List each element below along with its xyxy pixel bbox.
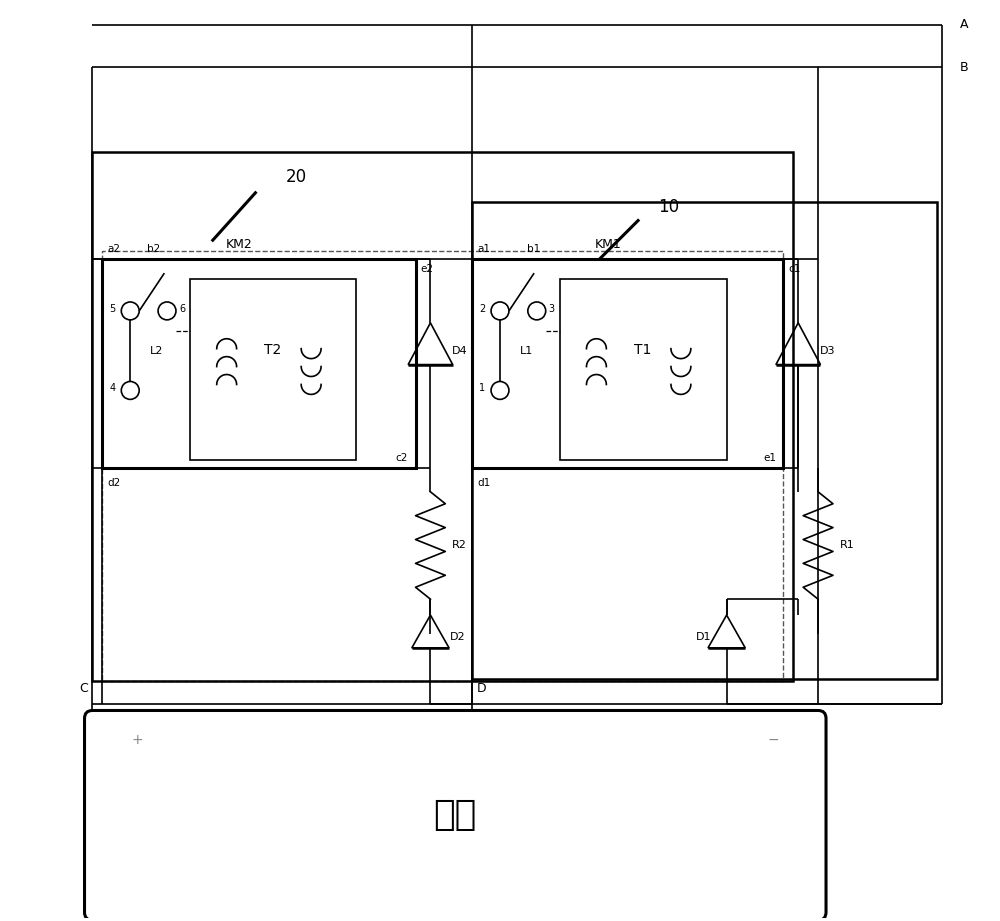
Text: a2: a2	[107, 244, 120, 254]
Text: d2: d2	[107, 478, 121, 488]
Text: +: +	[131, 733, 143, 747]
Text: R2: R2	[452, 541, 467, 551]
Text: 负载: 负载	[434, 799, 477, 833]
Text: c2: c2	[396, 453, 408, 463]
Text: T1: T1	[634, 343, 652, 356]
Text: C: C	[79, 682, 88, 695]
Bar	[92, 152, 793, 681]
Text: 10: 10	[658, 197, 680, 216]
Text: R1: R1	[840, 541, 855, 551]
Text: L1: L1	[520, 345, 533, 356]
Text: 20: 20	[286, 168, 307, 186]
Text: D3: D3	[820, 345, 836, 356]
FancyBboxPatch shape	[85, 710, 826, 920]
Text: e1: e1	[763, 453, 776, 463]
Text: 2: 2	[479, 304, 485, 314]
Text: d1: d1	[477, 478, 490, 488]
Text: b1: b1	[527, 244, 540, 254]
Text: KM2: KM2	[226, 238, 252, 251]
Text: 1: 1	[479, 383, 485, 393]
Text: 4: 4	[109, 383, 115, 393]
Text: D2: D2	[450, 632, 466, 642]
Text: D: D	[477, 682, 487, 695]
Bar	[560, 279, 727, 460]
Text: KM1: KM1	[594, 238, 621, 251]
Bar	[472, 202, 937, 679]
Text: A: A	[960, 18, 969, 31]
Bar	[102, 259, 416, 468]
Text: B: B	[960, 61, 969, 74]
Text: e2: e2	[420, 264, 433, 274]
Text: −: −	[768, 733, 779, 747]
Text: 6: 6	[179, 304, 185, 314]
Text: a1: a1	[477, 244, 490, 254]
Text: D4: D4	[452, 345, 468, 356]
Bar	[472, 259, 783, 468]
Text: 5: 5	[109, 304, 115, 314]
Text: L2: L2	[150, 345, 163, 356]
Text: c1: c1	[788, 264, 801, 274]
Text: 3: 3	[549, 304, 555, 314]
Text: T2: T2	[264, 343, 282, 356]
Text: D1: D1	[696, 632, 712, 642]
Bar	[190, 279, 356, 460]
Bar	[102, 251, 783, 681]
Text: b2: b2	[147, 244, 160, 254]
